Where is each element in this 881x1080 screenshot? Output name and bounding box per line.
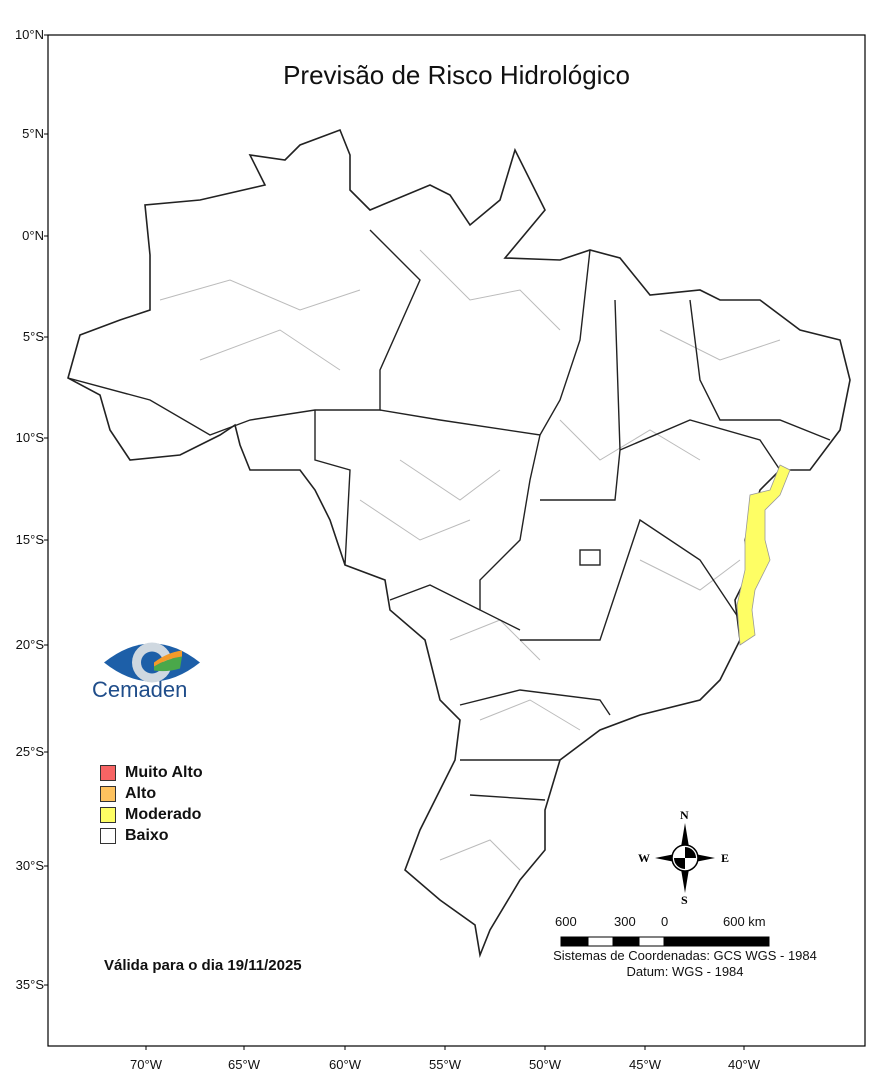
state-boundaries <box>67 229 831 801</box>
compass-rose-icon <box>655 823 715 893</box>
legend-swatch <box>100 785 116 802</box>
lon-tick-label: 65°W <box>228 1057 260 1072</box>
lon-tick-label: 40°W <box>728 1057 760 1072</box>
legend: Muito Alto Alto Moderado Baixo <box>100 762 203 846</box>
legend-item-moderado: Moderado <box>100 804 203 825</box>
legend-item-alto: Alto <box>100 783 203 804</box>
legend-label: Alto <box>125 784 157 802</box>
lon-tick-label: 55°W <box>429 1057 461 1072</box>
legend-label: Baixo <box>125 826 169 844</box>
municipal-boundaries <box>159 249 781 871</box>
lat-tick-label: 5°S <box>22 329 44 344</box>
lat-tick-label: 10°N <box>14 27 44 42</box>
valid-date: Válida para o dia 19/11/2025 <box>104 957 302 974</box>
compass-e: E <box>721 851 730 865</box>
lat-tick-label: 35°S <box>15 977 44 992</box>
lat-tick-label: 25°S <box>15 744 44 759</box>
legend-swatch <box>100 827 116 844</box>
coordinate-info: Sistemas de Coordenadas: GCS WGS - 1984 … <box>515 948 855 980</box>
scale-label: 600 km <box>723 914 766 929</box>
legend-label: Muito Alto <box>125 763 203 781</box>
lat-tick-label: 10°S <box>15 430 44 445</box>
coordinate-system: Sistemas de Coordenadas: GCS WGS - 1984 <box>553 948 817 963</box>
map-title: Previsão de Risco Hidrológico <box>283 60 630 90</box>
logo-text: Cemaden <box>92 677 188 702</box>
scale-label: 600 <box>555 914 577 929</box>
lat-tick-label: 15°S <box>15 532 44 547</box>
scale-label: 300 <box>614 914 636 929</box>
legend-swatch <box>100 806 116 823</box>
lat-tick-label: 0°N <box>22 228 44 243</box>
scale-bar <box>560 936 770 947</box>
lon-tick-label: 70°W <box>130 1057 162 1072</box>
legend-swatch <box>100 764 116 781</box>
lat-tick-label: 20°S <box>15 637 44 652</box>
lon-tick-label: 45°W <box>629 1057 661 1072</box>
moderado-risk-area <box>736 464 791 646</box>
compass-w: W <box>638 851 650 865</box>
lat-tick-label: 30°S <box>15 858 44 873</box>
legend-item-muito-alto: Muito Alto <box>100 762 203 783</box>
lat-tick-label: 5°N <box>22 126 44 141</box>
scale-label: 0 <box>661 914 669 929</box>
datum: Datum: WGS - 1984 <box>626 964 744 979</box>
legend-item-baixo: Baixo <box>100 825 203 846</box>
compass-n: N <box>680 808 689 822</box>
axis-ticks <box>44 34 745 1050</box>
legend-label: Moderado <box>125 805 202 823</box>
lon-tick-label: 60°W <box>329 1057 361 1072</box>
cemaden-logo-icon <box>104 642 200 683</box>
lon-tick-label: 50°W <box>529 1057 561 1072</box>
compass-s: S <box>681 893 688 907</box>
